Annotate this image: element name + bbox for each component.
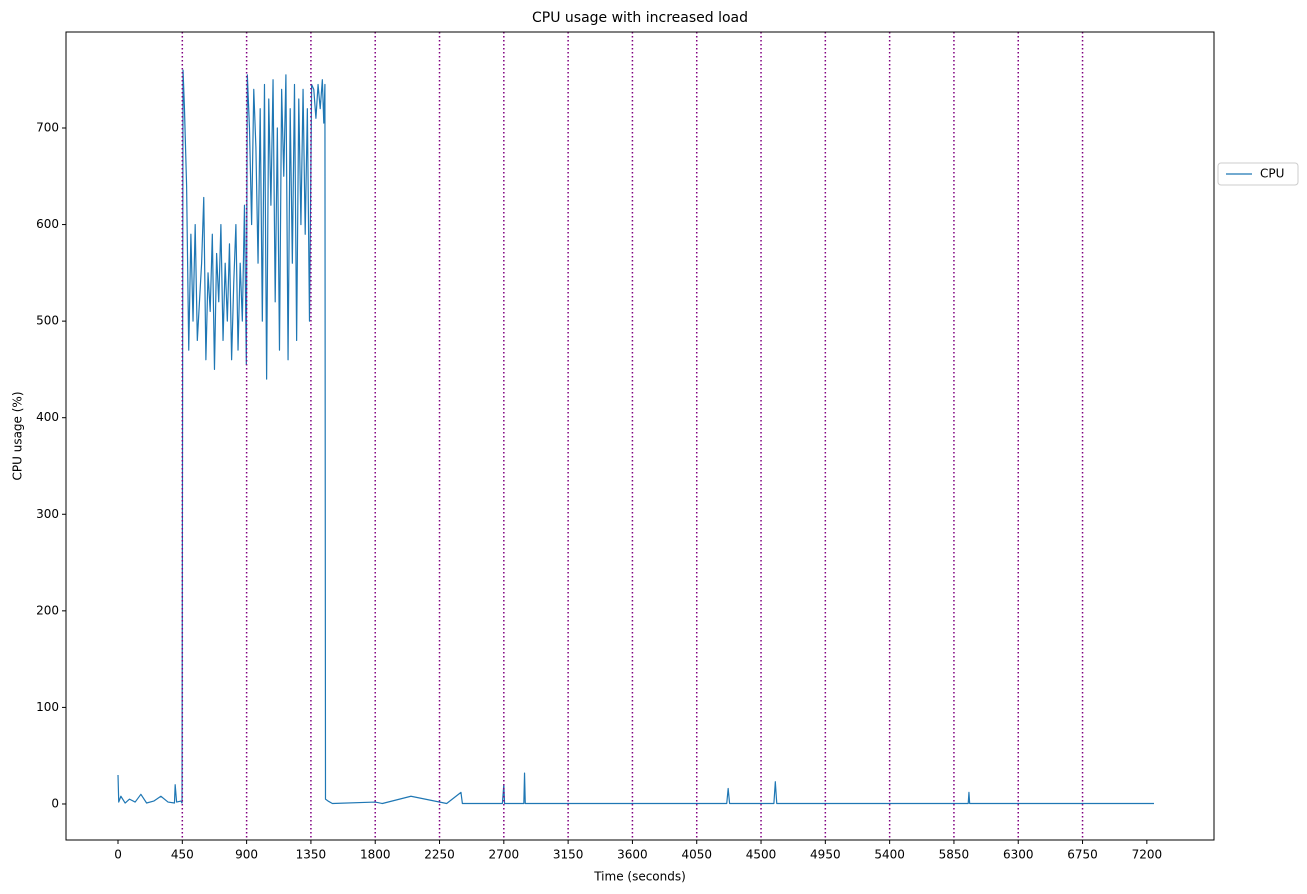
y-tick-label: 500: [36, 314, 59, 328]
x-tick-label: 6750: [1067, 848, 1098, 862]
x-tick-label: 4500: [746, 848, 777, 862]
x-tick-label: 7200: [1132, 848, 1163, 862]
x-tick-label: 0: [114, 848, 122, 862]
x-tick-label: 6300: [1003, 848, 1034, 862]
plot-frame: [65, 31, 1215, 841]
x-tick-label: 2700: [489, 848, 520, 862]
y-tick-label: 600: [36, 217, 59, 231]
x-axis-label: Time (seconds): [593, 870, 686, 884]
y-tick-label: 0: [51, 796, 59, 810]
x-tick-label: 5400: [874, 848, 905, 862]
legend-box: [1217, 162, 1299, 186]
x-tick-label: 3150: [553, 848, 584, 862]
y-tick-label: 300: [36, 507, 59, 521]
chart-title: CPU usage with increased load: [532, 10, 748, 26]
x-tick-label: 450: [171, 848, 194, 862]
x-tick-label: 4950: [810, 848, 841, 862]
x-tick-label: 1800: [360, 848, 391, 862]
y-tick-label: 700: [36, 120, 59, 134]
x-tick-label: 3600: [617, 848, 648, 862]
x-tick-label: 900: [235, 848, 258, 862]
y-axis-label: CPU usage (%): [11, 391, 25, 480]
x-tick-label: 5850: [939, 848, 970, 862]
legend-label: CPU: [1260, 167, 1284, 181]
data-line: [117, 69, 1154, 805]
y-tick-label: 200: [36, 603, 59, 617]
y-tick-label: 400: [36, 410, 59, 424]
x-tick-label: 2250: [424, 848, 455, 862]
x-tick-label: 4050: [681, 848, 712, 862]
y-tick-label: 100: [36, 700, 59, 714]
x-tick-label: 1350: [296, 848, 327, 862]
